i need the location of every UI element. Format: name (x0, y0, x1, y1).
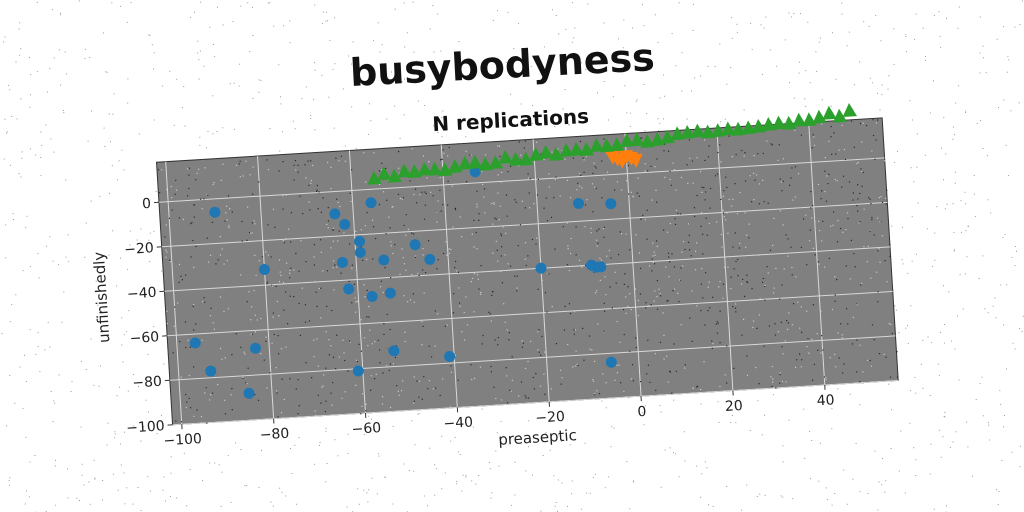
data-point (842, 103, 857, 117)
y-tick-label: 0 (142, 196, 152, 213)
chart-title: busybodyness (349, 35, 656, 95)
plot-area: −100 −80 −60 −40 −20 0 20 40 0 −20 −40 −60 −80−100 … (84, 101, 902, 473)
y-tick-label: −80 (132, 374, 162, 392)
chart-subtitle: N replications (432, 104, 590, 136)
x-tick-label: 40 (816, 392, 835, 409)
x-tick-label: 0 (637, 404, 647, 421)
x-tick-label: −60 (351, 420, 381, 438)
y-tick-label: −100 (126, 418, 165, 436)
x-tick-label: −40 (443, 414, 473, 432)
x-tick-label: −20 (535, 409, 565, 427)
x-axis-label: preaseptic (498, 426, 578, 449)
x-tick-label: 20 (724, 398, 743, 415)
data-point (822, 105, 837, 119)
y-tick-label: −40 (127, 285, 157, 303)
y-axis-label: unfinishedly (90, 251, 114, 343)
y-tick-label: −60 (129, 329, 159, 347)
x-tick-label: −100 (163, 431, 202, 449)
x-tick-label: −80 (259, 426, 289, 444)
y-tick-label: −20 (124, 240, 154, 258)
